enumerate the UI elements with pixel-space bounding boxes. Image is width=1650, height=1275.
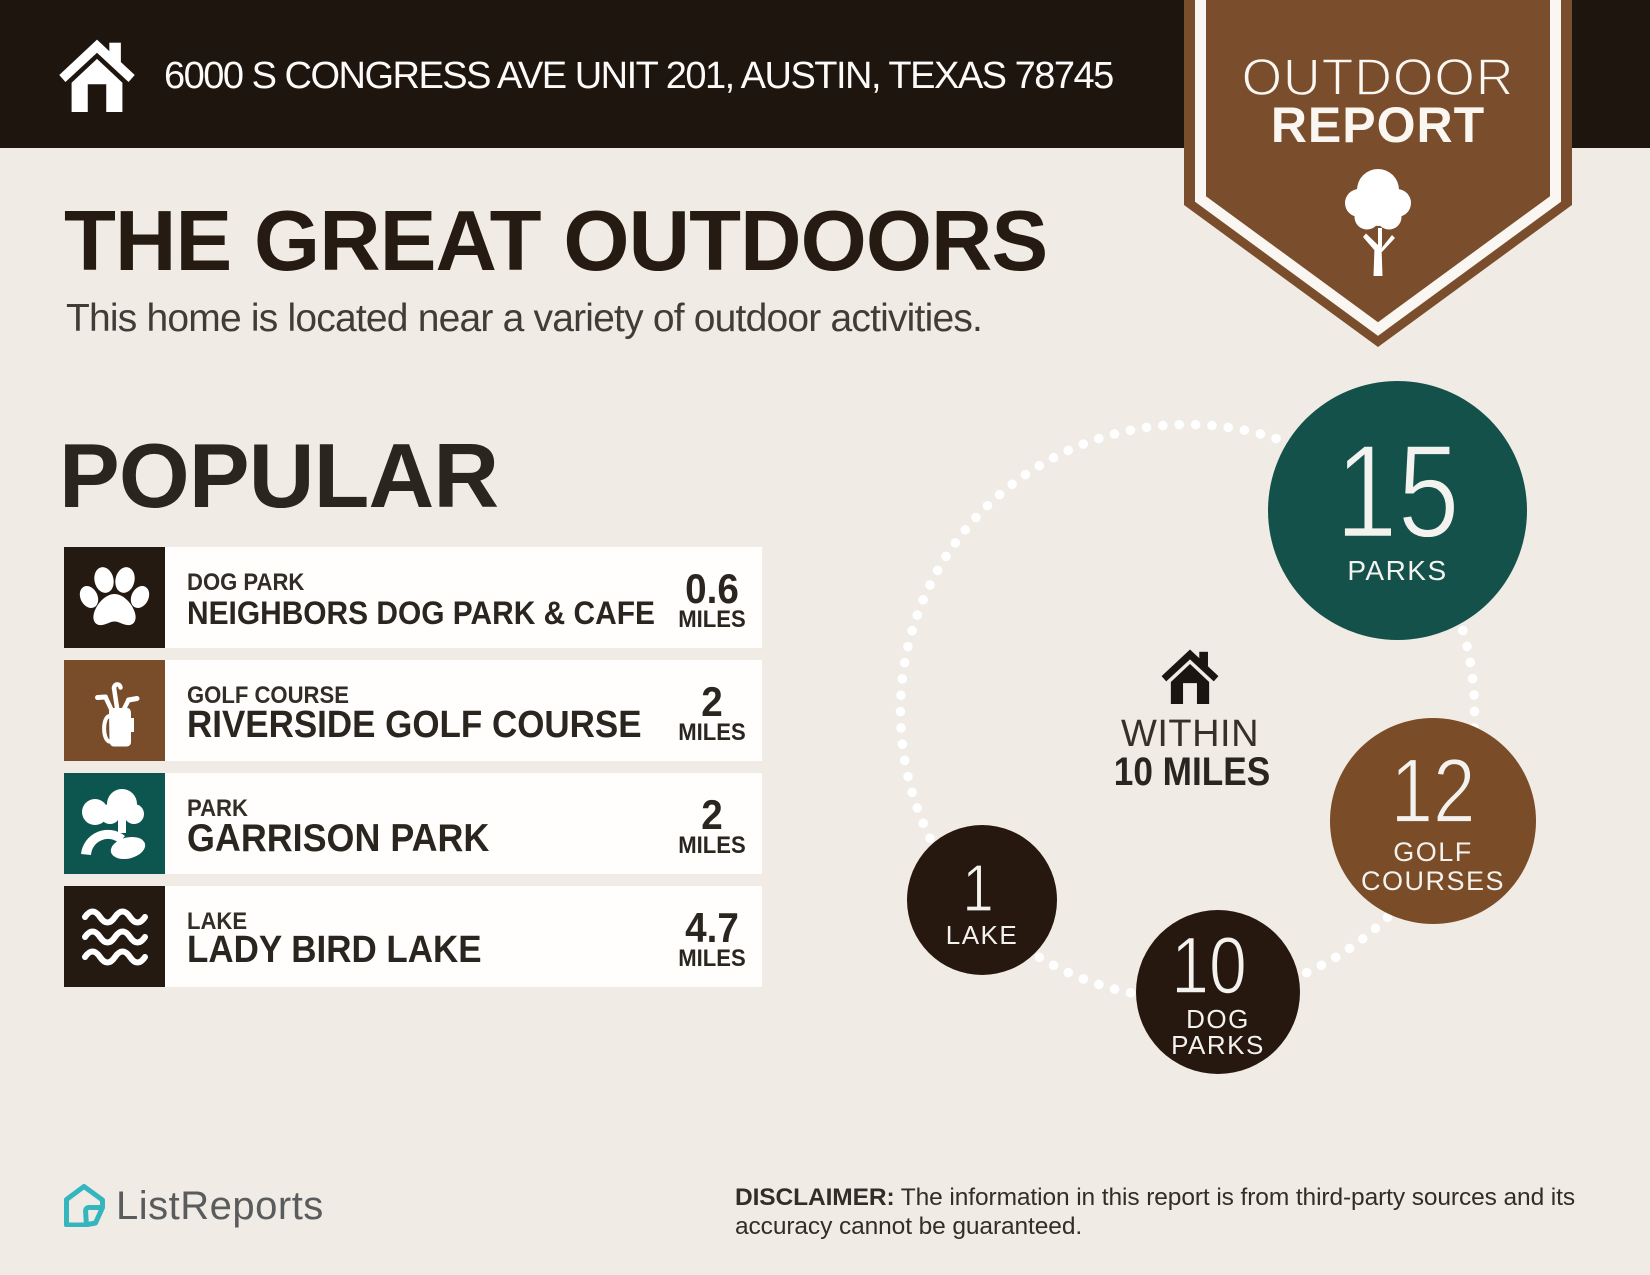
- svg-text:REPORT: REPORT: [1271, 97, 1485, 153]
- svg-text:OUTDOOR: OUTDOOR: [1242, 49, 1515, 107]
